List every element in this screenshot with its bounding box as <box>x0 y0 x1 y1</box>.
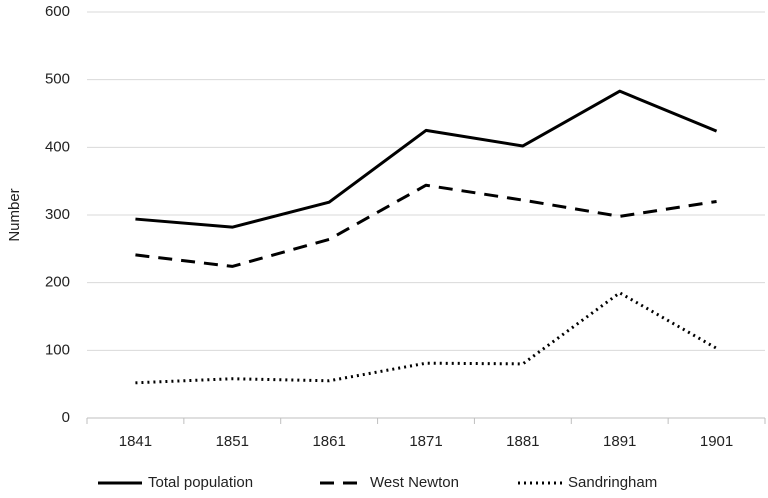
x-tick-label: 1841 <box>119 433 152 450</box>
y-axis-label: Number <box>6 188 23 241</box>
y-tick-label: 100 <box>45 341 70 358</box>
line-series <box>135 183 717 268</box>
x-tick-label: 1901 <box>700 433 733 450</box>
legend-label: West Newton <box>370 474 459 491</box>
x-tick-label: 1861 <box>312 433 345 450</box>
y-tick-label: 0 <box>62 409 70 426</box>
y-tick-label: 600 <box>45 3 70 20</box>
legend-label: Total population <box>148 474 253 491</box>
legend-label: Sandringham <box>568 474 657 491</box>
y-tick-label: 200 <box>45 274 70 291</box>
x-tick-label: 1891 <box>603 433 636 450</box>
y-tick-label: 400 <box>45 138 70 155</box>
x-tick-label: 1851 <box>216 433 249 450</box>
y-tick-label: 500 <box>45 71 70 88</box>
line-series <box>135 291 718 385</box>
line-series <box>135 89 718 229</box>
x-tick-label: 1881 <box>506 433 539 450</box>
y-tick-label: 300 <box>45 206 70 223</box>
x-tick-label: 1871 <box>409 433 442 450</box>
